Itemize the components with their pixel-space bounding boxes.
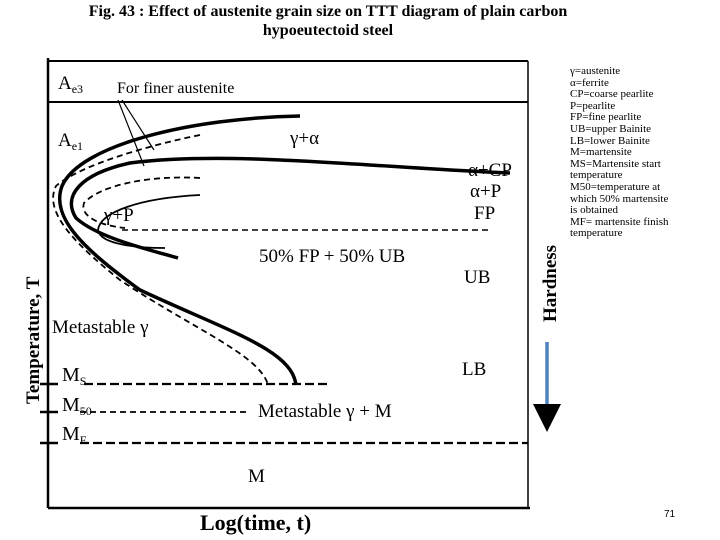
legend-line: P=pearlite [570, 99, 616, 112]
ub-label: UB [464, 267, 490, 288]
gamma-p-label: γ+P [103, 205, 134, 226]
legend-line: α=ferrite [570, 76, 609, 89]
alpha-p-label: α+P [470, 181, 501, 202]
legend: γ=austenite α=ferrite CP=coarse pearlite P=… [570, 65, 720, 240]
metastable-gamma-label: Metastable γ [52, 317, 149, 338]
title-line-1: Fig. 43 : Effect of austenite grain size… [88, 3, 568, 20]
alpha-cp-label: α+CP [468, 160, 512, 181]
title-line-2: hypoeutectoid steel [262, 22, 394, 39]
legend-line: γ=austenite [570, 65, 621, 77]
legend-line: M50=temperature at [570, 180, 661, 193]
legend-line: M=martensite [570, 146, 632, 159]
mf-label: MF [62, 423, 87, 447]
m50-label: M50 [62, 394, 92, 418]
finish-curve [97, 194, 201, 249]
fp-ub-label: 50% FP + 50% UB [259, 246, 405, 267]
finer-pointer-1 [117, 99, 145, 167]
lb-label: LB [462, 359, 486, 380]
legend-line: LB=lower Bainite [570, 134, 650, 147]
legend-line: UB=upper Bainite [570, 122, 652, 135]
ferrite-start-curve-finer [82, 176, 201, 229]
figure-title: Fig. 43 : Effect of austenite grain size… [8, 2, 648, 40]
legend-line: temperature [570, 227, 623, 240]
legend-line: temperature [570, 169, 623, 182]
legend-line: FP=fine pearlite [570, 111, 642, 124]
legend-line: MF= martensite finish [570, 215, 669, 228]
ae3-label: Ae3 [58, 73, 83, 96]
start-curve [57, 114, 301, 386]
legend-line: is obtained [570, 204, 618, 217]
ferrite-start-curve [69, 156, 511, 260]
martensite-label: M [248, 466, 265, 487]
finer-pointer-2 [121, 99, 155, 151]
ae1-label: Ae1 [58, 130, 83, 153]
x-axis-label: Log(time, t) [200, 510, 311, 535]
legend-line: which 50% martensite [570, 192, 669, 205]
ms-label: MS [62, 364, 86, 388]
start-curve-finer [52, 134, 269, 386]
page-number: 71 [664, 509, 676, 520]
hardness-label: Hardness [540, 245, 561, 322]
legend-line: MS=Martensite start [570, 157, 661, 170]
finer-austenite-label: For finer austenite [117, 80, 234, 97]
gamma-alpha-label: γ+α [289, 128, 319, 149]
y-axis-label: Temperature, T [23, 276, 44, 404]
metastable-m-label: Metastable γ + M [258, 401, 392, 422]
legend-line: CP=coarse pearlite [570, 88, 654, 101]
fp-label: FP [474, 203, 495, 224]
